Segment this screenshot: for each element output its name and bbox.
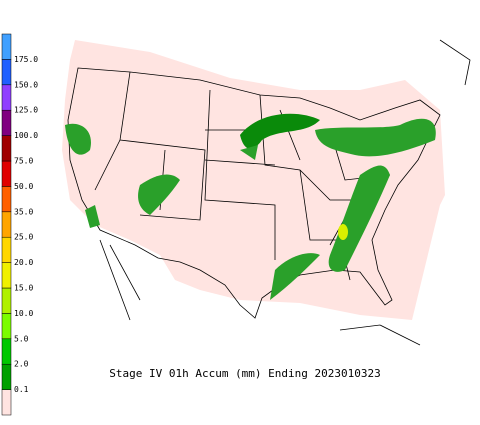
legend-swatch [1, 211, 12, 238]
legend-swatch [1, 262, 12, 289]
map [0, 0, 470, 345]
legend-label: 10.0 [14, 309, 33, 318]
legend-swatch [1, 59, 12, 86]
legend-swatch [1, 338, 12, 365]
legend-label: 15.0 [14, 284, 33, 293]
legend-label: 100.0 [14, 131, 38, 140]
legend-label: 0.1 [14, 385, 29, 394]
legend-swatch [1, 389, 12, 416]
legend-label: 5.0 [14, 334, 29, 343]
legend-label: 25.0 [14, 233, 33, 242]
legend-swatch [1, 84, 12, 111]
legend-swatch [1, 33, 12, 60]
legend-swatch [1, 313, 12, 340]
legend-label: 2.0 [14, 360, 29, 369]
caption: Stage IV 01h Accum (mm) Ending 202301032… [109, 367, 381, 380]
precip-area [240, 113, 320, 149]
legend-label: 125.0 [14, 106, 38, 115]
legend: 0.1 2.0 5.0 10.0 15.0 20.0 25.0 35.0 50.0 75.0 100… [1, 33, 38, 416]
us-outline [67, 67, 441, 319]
legend-swatch [1, 287, 12, 314]
legend-label: 20.0 [14, 258, 33, 267]
legend-swatch [1, 363, 12, 390]
precip-area [315, 118, 436, 157]
precip-area [328, 165, 390, 272]
precip-area [270, 253, 320, 300]
precip-area [138, 174, 180, 215]
legend-label: 35.0 [14, 207, 33, 216]
legend-label: 50.0 [14, 182, 33, 191]
legend-label: 150.0 [14, 80, 38, 89]
legend-label: 175.0 [14, 55, 38, 64]
precip-area [338, 224, 348, 240]
legend-swatch [1, 186, 12, 213]
legend-label: 75.0 [14, 157, 33, 166]
legend-swatch [1, 135, 12, 162]
legend-swatch [1, 236, 12, 263]
legend-swatch [1, 160, 12, 187]
legend-swatch [1, 109, 12, 136]
precip-area [65, 123, 258, 228]
